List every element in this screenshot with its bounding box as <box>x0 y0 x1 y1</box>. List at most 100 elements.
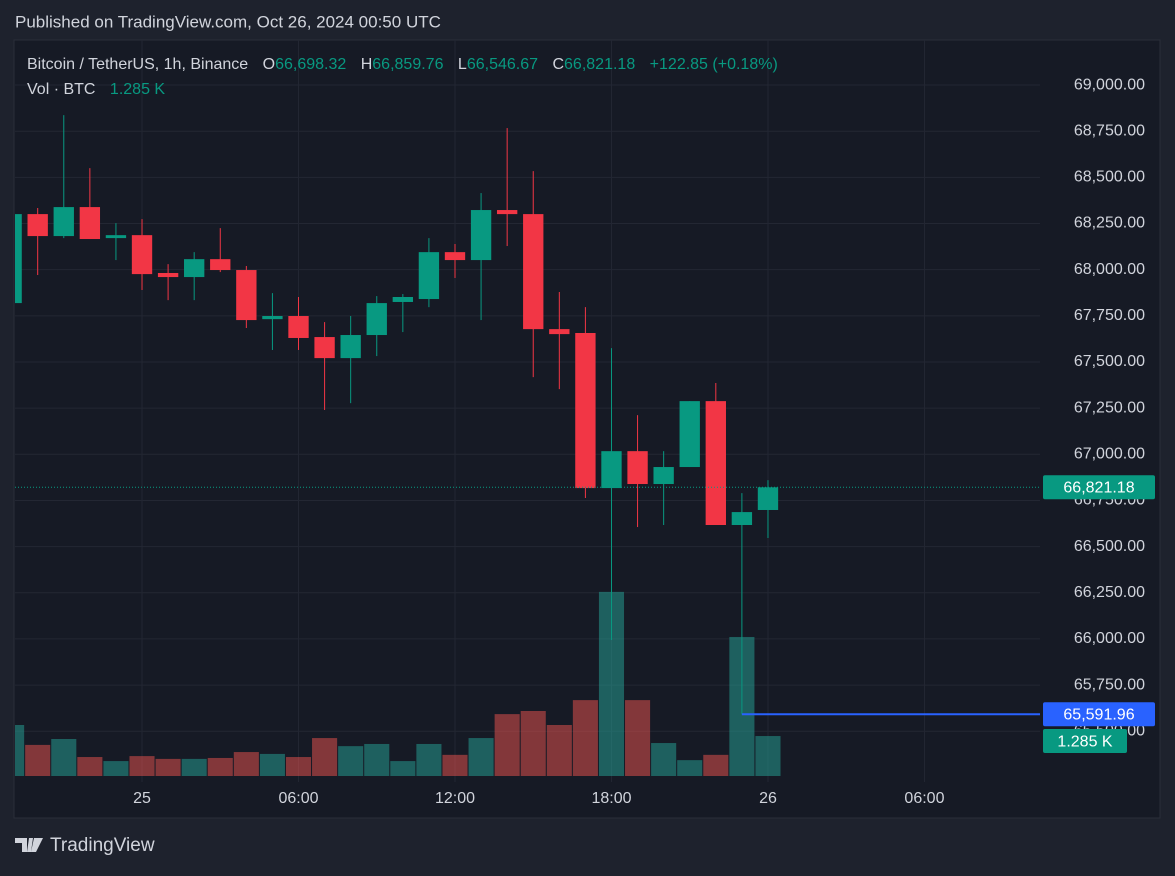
legend-label: L <box>458 56 467 73</box>
candle-body <box>523 214 544 330</box>
candle-body <box>105 235 127 239</box>
plot <box>15 115 781 776</box>
candle-body <box>470 210 492 261</box>
price-label-box <box>1043 702 1155 727</box>
x-tick-label: 18:00 <box>591 790 631 807</box>
candle-body <box>27 214 48 237</box>
footer-logo <box>15 838 43 852</box>
legend-change: +122.85 (+0.18%) <box>650 56 778 73</box>
candle-body <box>157 272 179 278</box>
volume-bar <box>364 743 390 776</box>
volume-bar <box>572 700 598 776</box>
legend-label: Vol · BTC <box>27 81 95 98</box>
volume-bar <box>625 700 651 776</box>
candle-body <box>262 316 283 320</box>
candle-body <box>392 296 414 302</box>
legend-label: O <box>263 56 275 73</box>
legend-value: 66,698.32 <box>275 56 346 73</box>
volume-bar <box>51 738 77 776</box>
y-tick-label: 67,750.00 <box>1074 307 1145 324</box>
candle-body <box>288 316 309 338</box>
x-tick-label: 06:00 <box>904 790 944 807</box>
y-tick-label: 66,500.00 <box>1074 538 1145 555</box>
header: Published on TradingView.com, Oct 26, 20… <box>15 12 441 31</box>
candle-body <box>601 451 622 489</box>
candle-body <box>53 207 74 237</box>
volume-bar <box>233 752 259 776</box>
volume-bar <box>390 761 416 776</box>
volume-bar <box>468 738 494 776</box>
volume-label-box <box>1043 729 1127 754</box>
legend: Vol · BTC 1.285 K <box>27 81 165 98</box>
candle-body <box>79 207 101 240</box>
price-label: 66,821.18 <box>1063 480 1134 497</box>
candle-body <box>496 210 518 215</box>
legend-value: 1.285 K <box>110 81 165 98</box>
volume-bar <box>103 761 129 776</box>
y-tick-label: 66,250.00 <box>1074 584 1145 601</box>
volume-bar <box>129 756 155 776</box>
candle-body <box>575 332 596 489</box>
volume-bar <box>651 743 677 776</box>
x-tick-label: 26 <box>759 790 777 807</box>
candle-body <box>131 235 153 275</box>
y-tick-label: 68,000.00 <box>1074 261 1145 278</box>
candle-body <box>627 451 648 485</box>
volume-bar <box>155 758 181 776</box>
volume-bar <box>15 724 25 776</box>
candle-body <box>184 259 205 278</box>
volume-label: 1.285 K <box>1057 733 1112 750</box>
grid <box>15 40 1040 782</box>
axes: 65,500.0065,750.0066,000.0066,250.0066,5… <box>133 76 1145 807</box>
y-tick-label: 67,000.00 <box>1074 446 1145 463</box>
volume-bar <box>520 711 546 776</box>
volume-bar <box>285 757 312 776</box>
candle-body <box>549 329 570 335</box>
volume-bar <box>338 746 364 776</box>
volume-bar <box>77 757 103 776</box>
y-tick-label: 65,750.00 <box>1074 676 1145 693</box>
volume-bar <box>181 758 207 776</box>
y-tick-label: 67,250.00 <box>1074 399 1145 416</box>
candle-body <box>314 337 335 359</box>
legend-value: 66,859.76 <box>372 56 443 73</box>
candle-body <box>366 303 387 336</box>
volume-bar <box>494 714 520 776</box>
footer: TradingView <box>50 835 155 856</box>
candle-body <box>418 252 440 300</box>
legend-symbol: Bitcoin / TetherUS, 1h, Binance <box>27 56 248 73</box>
volume-bar <box>546 724 572 776</box>
candle-body <box>15 214 22 304</box>
legend-label: C <box>552 56 564 73</box>
candle-body <box>210 259 231 271</box>
volume-bar <box>703 754 729 776</box>
volume-bar <box>207 757 233 776</box>
candle-body <box>757 487 779 510</box>
x-tick-label: 25 <box>133 790 151 807</box>
candle-body <box>444 252 466 261</box>
price-label: 65,591.96 <box>1063 706 1134 723</box>
candle-body <box>653 467 674 485</box>
y-tick-label: 66,000.00 <box>1074 630 1145 647</box>
volume-bar <box>442 754 468 776</box>
candle-body <box>236 270 257 321</box>
candle-body <box>731 512 753 526</box>
candle-body <box>340 335 361 359</box>
volume-bar <box>312 738 338 776</box>
price-label-box <box>1043 475 1155 500</box>
x-tick-label: 12:00 <box>435 790 475 807</box>
volume-bar <box>755 736 781 776</box>
y-tick-label: 68,500.00 <box>1074 169 1145 186</box>
volume-bar <box>677 760 703 776</box>
y-tick-label: 68,250.00 <box>1074 215 1145 232</box>
volume-bar <box>416 743 442 776</box>
legend-value: 66,821.18 <box>564 56 635 73</box>
y-tick-label: 69,000.00 <box>1074 76 1145 93</box>
x-tick-label: 06:00 <box>278 790 318 807</box>
legend-value: 66,546.67 <box>467 56 538 73</box>
y-tick-label: 67,500.00 <box>1074 353 1145 370</box>
volume-bar <box>25 744 51 776</box>
candle-body <box>705 401 726 526</box>
